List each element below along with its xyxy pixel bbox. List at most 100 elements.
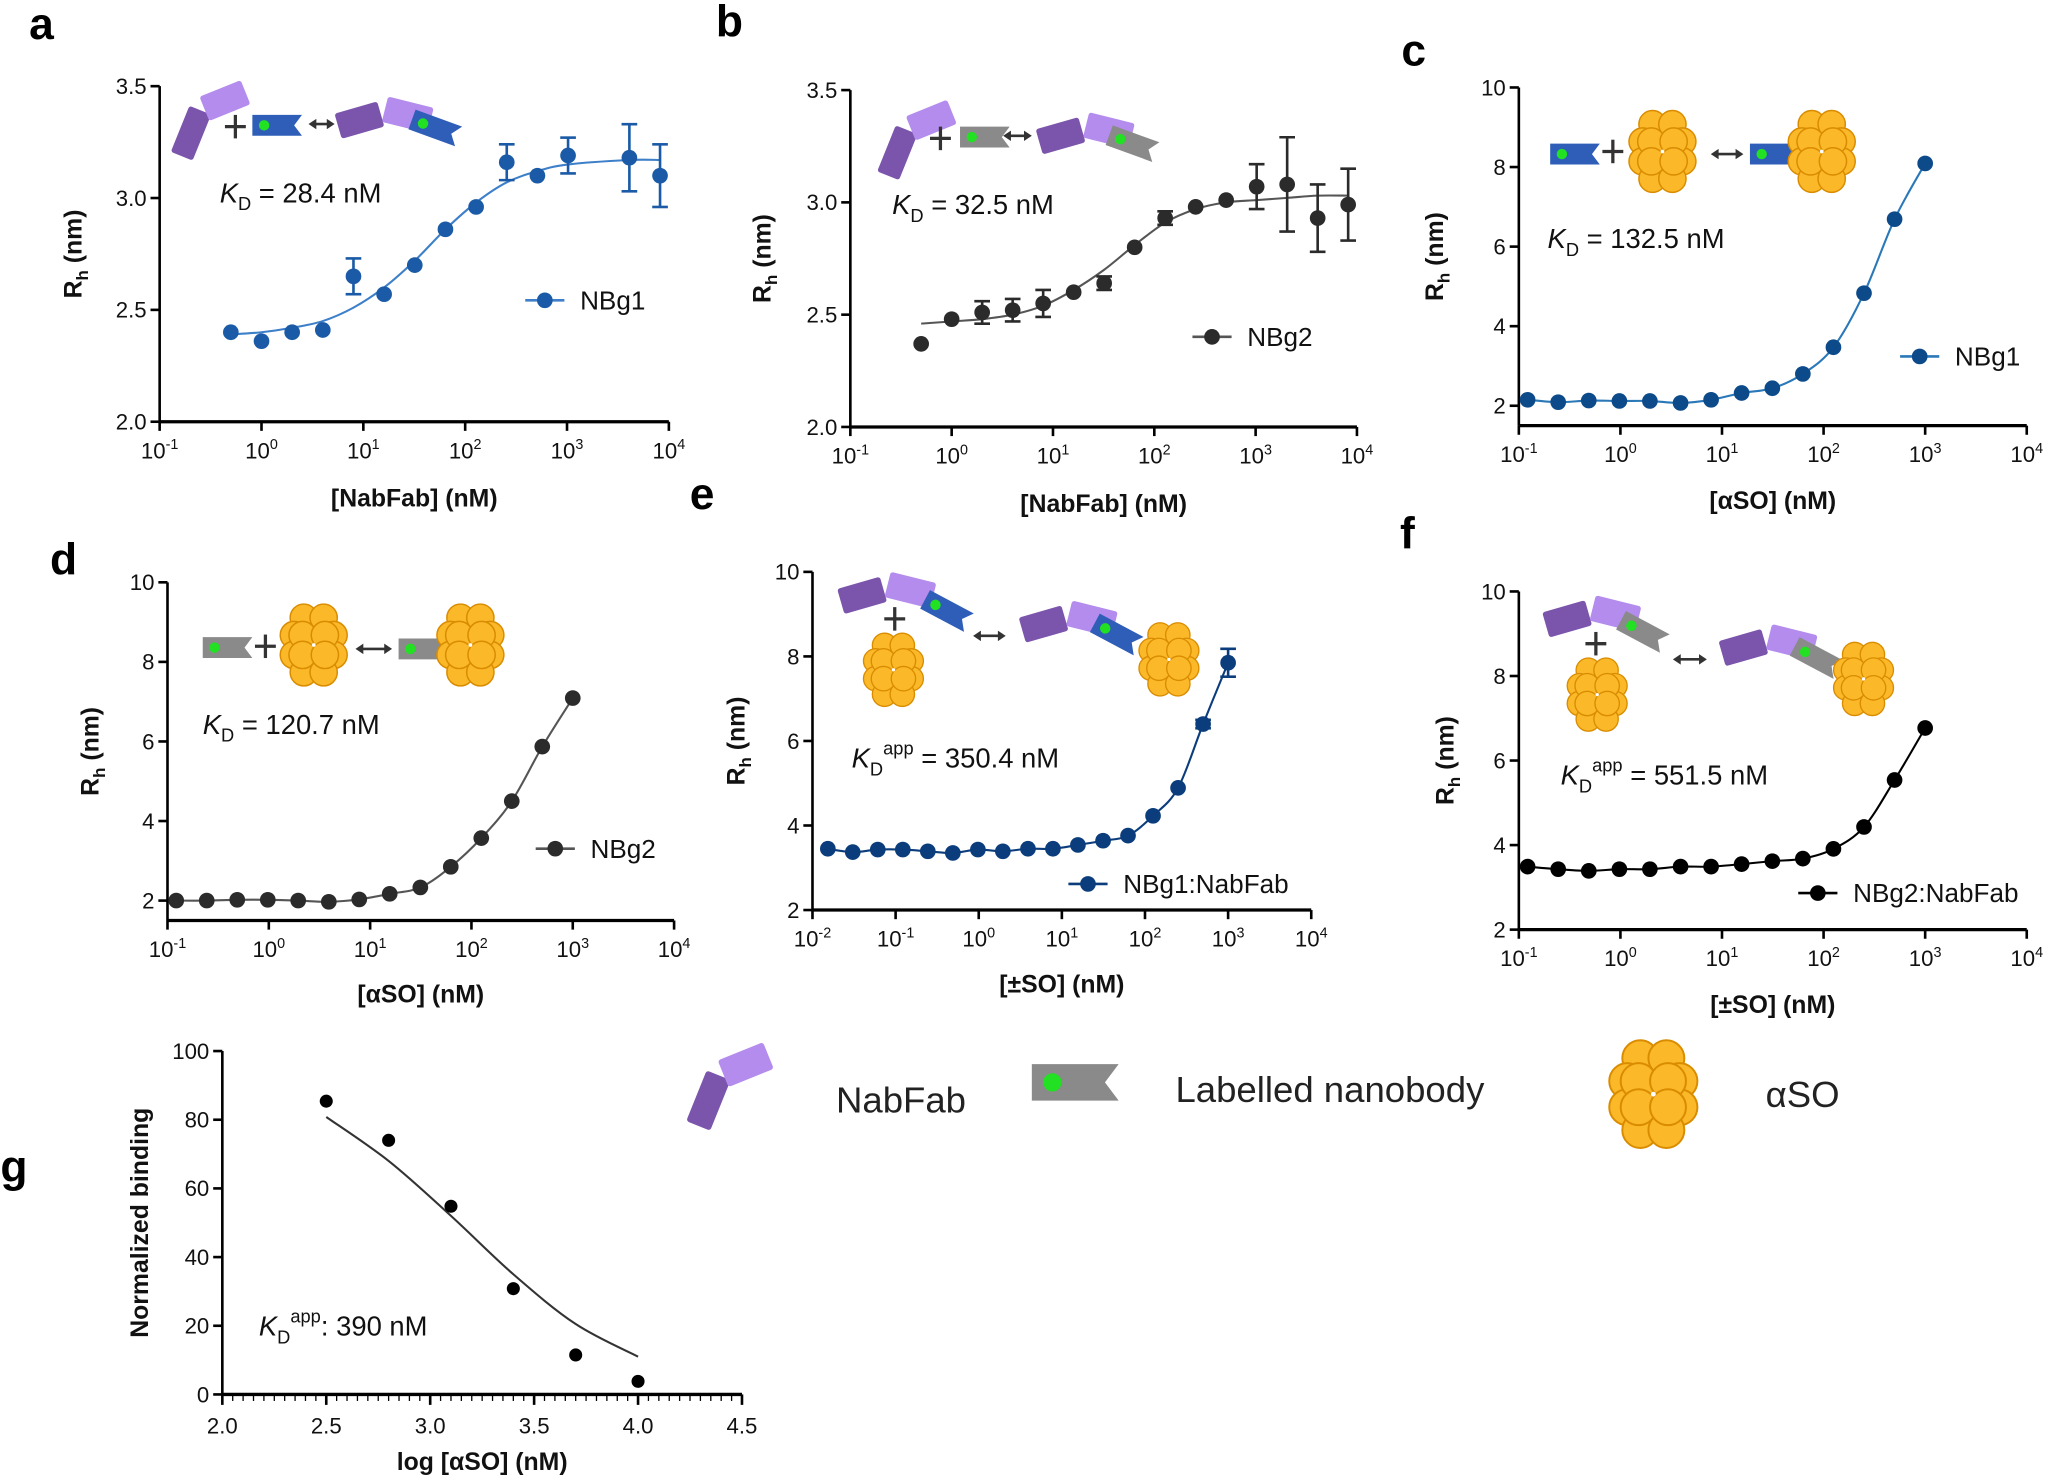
- data-point: [631, 1374, 645, 1388]
- fluorescent-label: [1115, 133, 1126, 145]
- series-NBg2:NabFab: NBg2:NabFab: [1519, 720, 2019, 908]
- y-tick-label: 3.0: [116, 186, 147, 211]
- panel-letter: c: [1401, 26, 1426, 75]
- kd-annotation: KD = 32.5 nM: [892, 189, 1054, 226]
- y-tick-label: 100: [172, 1039, 209, 1064]
- aso-pore: [311, 643, 316, 647]
- y-axis-title: Rh (nm): [1433, 716, 1465, 805]
- x-tick-label: 104: [1295, 925, 1328, 951]
- y-axis-title: Rh (nm): [77, 707, 109, 796]
- aso-subunit: [1659, 146, 1689, 176]
- x-tick-label: 102: [1129, 925, 1162, 951]
- x-tick-label: 10-1: [1500, 441, 1537, 467]
- aso-subunit: [1818, 146, 1848, 176]
- nanobody-icon: [1089, 613, 1144, 656]
- kd-annotation: KD = 132.5 nM: [1548, 223, 1725, 260]
- x-tick-label: 104: [653, 437, 686, 463]
- fit-curve: [325, 1116, 639, 1358]
- x-tick-label: 3.0: [415, 1414, 446, 1439]
- nanobody-icon: [408, 109, 463, 147]
- aso-oligomer-icon: [279, 603, 348, 687]
- fluorescent-label: [1556, 148, 1568, 160]
- x-axis-title: log [αSO] (nM): [397, 1449, 568, 1476]
- data-point: [564, 690, 581, 706]
- aso-subunit: [1594, 690, 1621, 717]
- data-point: [1886, 211, 1903, 227]
- x-axis-title: [αSO] (nM): [1709, 488, 1836, 515]
- kd-annotation: KD = 120.7 nM: [203, 709, 380, 746]
- data-point: [1004, 302, 1021, 319]
- data-point: [919, 843, 936, 860]
- equilibrium-arrow-icon: [355, 643, 393, 655]
- aso-oligomer-icon: [1628, 109, 1697, 194]
- data-point: [1703, 391, 1719, 408]
- nanobody-body: [1089, 613, 1144, 656]
- kd-annotation: KDapp = 350.4 nM: [852, 738, 1059, 780]
- legend-label: NBg1: [1955, 342, 2020, 372]
- plus-icon: [929, 126, 951, 151]
- nabfab-light: [200, 80, 250, 121]
- equilibrium-arrow-icon: [308, 118, 335, 130]
- legend-marker: [1911, 348, 1928, 365]
- data-point: [1733, 856, 1750, 872]
- equilibrium-arrow-icon: [1003, 130, 1032, 142]
- nanobody-icon: [398, 638, 449, 660]
- data-point: [259, 891, 276, 908]
- panel-letter: d: [50, 535, 77, 584]
- plus-icon: [224, 114, 246, 139]
- nabfab-heavy: [1036, 117, 1085, 154]
- plus-icon: [884, 607, 906, 631]
- y-tick-label: 2: [1493, 394, 1505, 419]
- data-point: [995, 843, 1011, 860]
- data-point: [1672, 395, 1689, 411]
- fluorescent-label: [258, 120, 270, 131]
- legend-label: NBg1: [580, 285, 645, 315]
- data-point: [1218, 192, 1235, 208]
- x-tick-label: 101: [1706, 945, 1739, 971]
- x-tick-label: 2.5: [311, 1414, 342, 1439]
- plus-icon: [1585, 631, 1607, 656]
- x-tick-label: 104: [2010, 945, 2043, 971]
- panel-b: b 10-1 100 101 102 103 104 2.0 2.5 3.0 3.5 [NabFab]…: [716, 0, 1373, 518]
- data-point: [1917, 720, 1933, 736]
- x-tick-label: 100: [962, 925, 995, 951]
- data-point: [970, 841, 986, 858]
- panel-e: e 10-2 10-1 100 101 102 103 104 2 4 6 8 10 [±SO] (nM)…: [690, 470, 1328, 998]
- series-NBg2: NBg2: [168, 690, 656, 910]
- y-tick-label: 80: [185, 1108, 210, 1133]
- x-axis-title: [NabFab] (nM): [331, 486, 498, 513]
- nabfab-icon: [837, 572, 936, 614]
- y-tick-label: 2.0: [116, 410, 147, 435]
- y-tick-label: 40: [185, 1245, 210, 1270]
- panel-c: c 10-1 100 101 102 103 104 2 4 6 8 10 [αSO] (nM) Rh (…: [1401, 26, 2043, 515]
- nanobody-icon: [202, 637, 253, 659]
- y-tick-label: 8: [787, 644, 799, 669]
- x-tick-label: 10-1: [832, 442, 869, 468]
- y-tick-label: 2: [142, 888, 154, 913]
- aso-subunit: [1860, 674, 1887, 701]
- nabfab-light: [884, 572, 936, 608]
- data-point: [1672, 858, 1689, 875]
- y-tick-label: 2: [1493, 917, 1505, 942]
- data-point: [1825, 841, 1842, 857]
- series-NBg1: NBg1: [223, 122, 668, 350]
- nanobody-body: [252, 114, 302, 136]
- data-point: [621, 149, 638, 166]
- y-tick-label: 4: [787, 813, 799, 838]
- aso-pore: [1819, 149, 1824, 154]
- nabfab-heavy: [1019, 606, 1068, 643]
- aso-key-icon: [1608, 1039, 1699, 1149]
- x-tick-label: 100: [1604, 441, 1637, 467]
- data-point: [1611, 393, 1628, 409]
- x-tick-label: 10-1: [149, 936, 186, 962]
- data-point: [1764, 380, 1781, 397]
- panel-a: a 10-1 100 101 102 103 104 2.0 2.5 3.0 3.5 [NabFab]…: [29, 0, 685, 512]
- x-tick-label: 102: [455, 936, 488, 962]
- data-point: [945, 845, 961, 861]
- equilibrium-arrow-icon: [1672, 654, 1707, 665]
- series-data: [319, 1094, 645, 1388]
- data-point: [1170, 780, 1186, 796]
- nanobody-body: [1616, 611, 1670, 653]
- data-point: [1733, 385, 1750, 401]
- x-tick-label: 104: [2010, 441, 2043, 467]
